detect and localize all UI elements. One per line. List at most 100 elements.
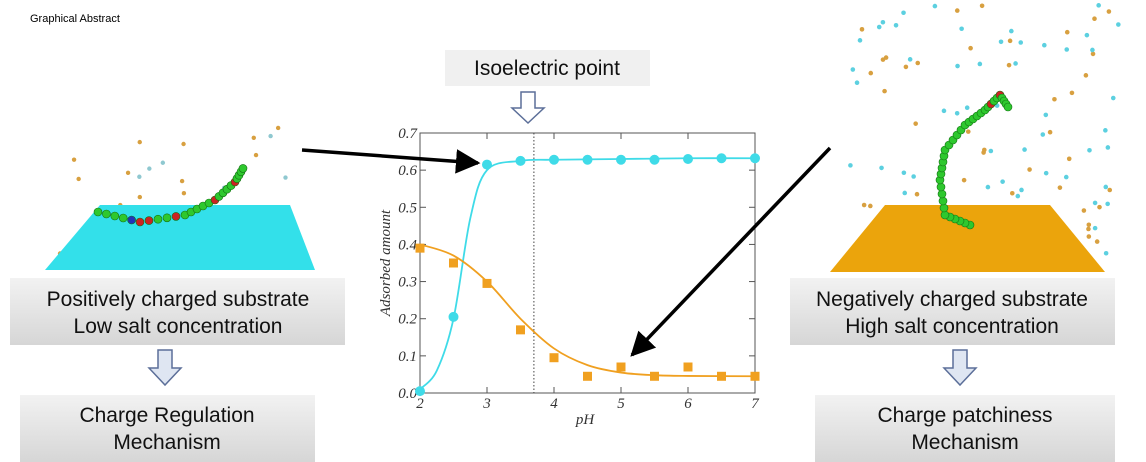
bead [939, 203, 949, 213]
x-tick-label: 7 [751, 396, 760, 412]
data-point [482, 278, 492, 288]
ion [857, 38, 863, 43]
data-point [716, 153, 727, 164]
ion [868, 70, 874, 76]
ion [876, 24, 882, 30]
ion [901, 10, 906, 16]
bead [102, 209, 111, 219]
ion [1018, 40, 1024, 45]
data-point [582, 154, 593, 165]
ion [964, 105, 970, 111]
mechanism-box [815, 395, 1115, 462]
ion [988, 148, 994, 154]
ion [880, 57, 886, 62]
ion [903, 64, 909, 70]
ion [968, 45, 973, 51]
mechanism-box [20, 395, 315, 462]
box-line: Positively charged substrate [47, 288, 310, 311]
y-tick-label: 0.0 [398, 386, 417, 402]
ion [71, 157, 77, 162]
ion [1090, 51, 1096, 57]
ion [932, 3, 938, 9]
ion [275, 125, 281, 131]
ion [861, 202, 867, 208]
ion [1009, 190, 1015, 196]
x-tick-label: 2 [416, 396, 424, 412]
ion [915, 60, 921, 66]
ion [1090, 47, 1095, 53]
ion [1047, 129, 1053, 135]
ion [854, 80, 860, 85]
ion [1103, 184, 1109, 190]
ion [1106, 9, 1112, 14]
data-point [750, 153, 760, 164]
bead [1003, 102, 1013, 112]
ion [880, 19, 886, 25]
fit-line [419, 243, 756, 378]
negative-substrate [830, 205, 1105, 272]
ion [1000, 179, 1005, 184]
ion [1092, 200, 1098, 206]
ion [1006, 62, 1012, 68]
polymer-chain [93, 164, 248, 227]
data-point [482, 159, 492, 170]
bead [238, 164, 248, 173]
ion [868, 203, 873, 209]
ion [1015, 193, 1021, 199]
ion [955, 63, 960, 69]
ion [1084, 32, 1090, 38]
ion [283, 175, 288, 180]
x-tick-label: 6 [684, 396, 692, 412]
ion [125, 170, 131, 176]
ion [941, 108, 947, 114]
ion [1087, 147, 1092, 153]
down-arrow [147, 349, 183, 387]
plot-frame [419, 132, 756, 394]
ion [251, 135, 256, 141]
ion [1096, 3, 1101, 8]
ion [893, 23, 899, 28]
ion [998, 39, 1004, 45]
bead [938, 196, 948, 206]
ion [1105, 145, 1111, 150]
ion [179, 178, 185, 184]
ion [1042, 42, 1047, 48]
box-line: Charge Regulation [79, 404, 254, 427]
ion [981, 150, 986, 155]
ion [137, 139, 142, 145]
x-tick-label: 5 [617, 396, 625, 412]
data-point [449, 258, 458, 268]
pointer-arrow [630, 146, 832, 357]
ion [1064, 47, 1070, 52]
substrate-box [10, 278, 345, 345]
box-line: Charge patchiness [877, 404, 1052, 427]
y-axis-label: Adsorbed amount [378, 209, 394, 317]
box-line: Negatively charged substrate [816, 288, 1088, 311]
bead [937, 189, 947, 199]
down-arrow [510, 91, 546, 125]
ion [1063, 174, 1069, 180]
box-line: Mechanism [113, 431, 220, 454]
bead [153, 214, 163, 224]
ion [901, 170, 907, 176]
y-tick-label: 0.3 [398, 275, 417, 291]
data-point [649, 154, 660, 165]
ion [1069, 90, 1075, 96]
y-tick-label: 0.6 [398, 163, 417, 179]
x-axis-label: pH [575, 412, 596, 428]
ion [1009, 28, 1014, 34]
ion [1027, 167, 1032, 172]
ion [147, 166, 152, 171]
data-point [549, 353, 559, 363]
box-line: Mechanism [911, 431, 1018, 454]
y-tick-label: 0.2 [398, 312, 417, 328]
ion [1094, 239, 1100, 244]
y-tick-label: 0.5 [398, 200, 417, 216]
ion [1105, 201, 1110, 207]
bead [936, 182, 946, 192]
x-tick-label: 3 [482, 396, 491, 412]
ion [1019, 187, 1024, 193]
data-point [549, 154, 559, 165]
ion [160, 160, 166, 165]
ion [882, 88, 887, 94]
